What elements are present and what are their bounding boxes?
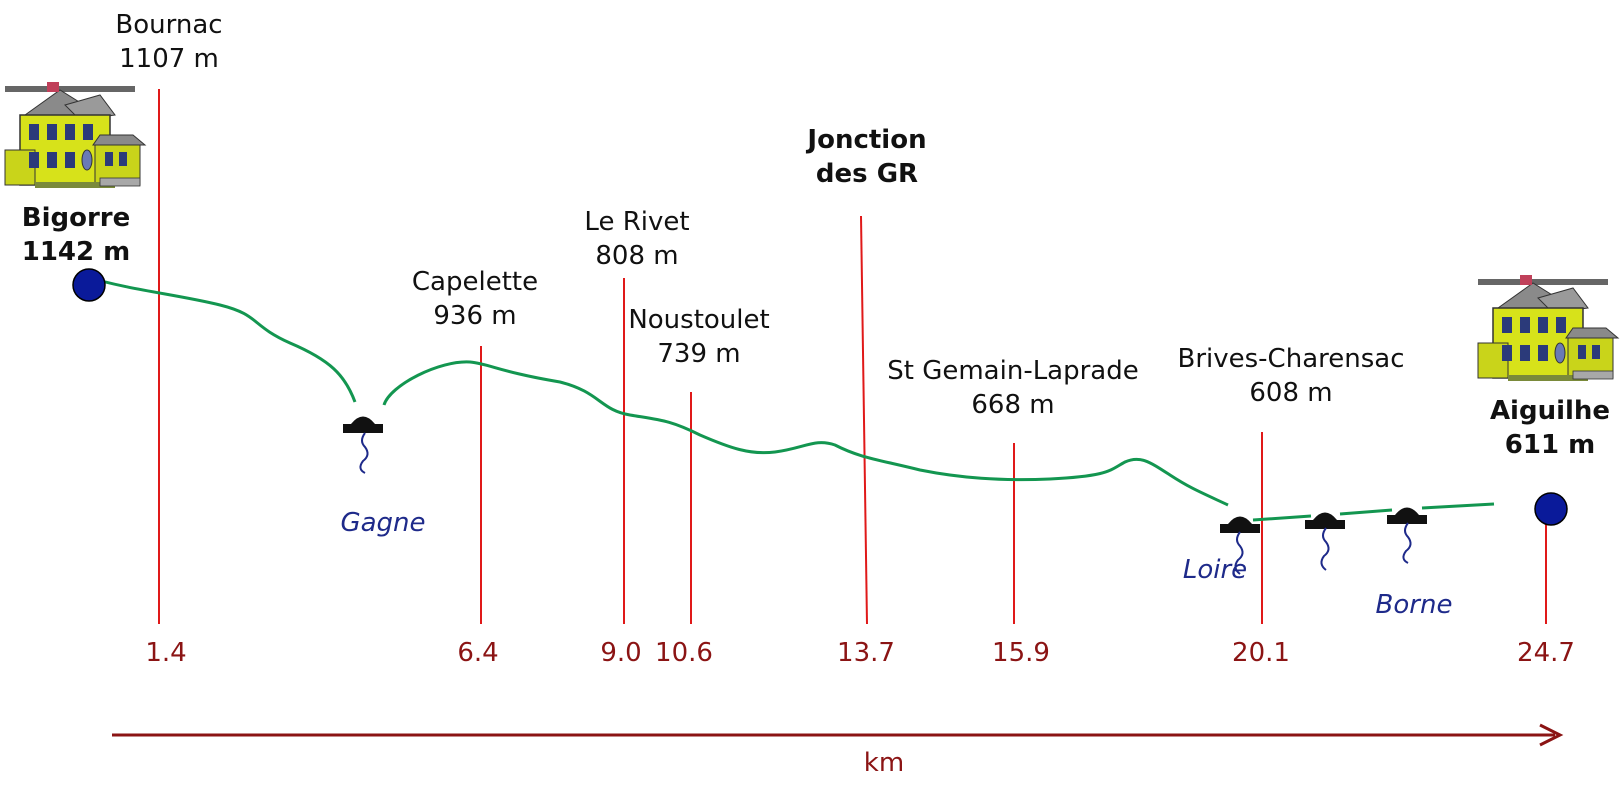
river-label-gagne: Gagne (340, 508, 426, 538)
bridge-icon (1305, 512, 1345, 571)
km-label: 1.4 (145, 638, 187, 668)
house-icon (4, 81, 146, 189)
place-label-le-rivet: Le Rivet 808 m (584, 207, 690, 271)
km-label: 15.9 (992, 638, 1050, 668)
km-marker-lines (158, 89, 1547, 625)
place-label-jonction: Jonction des GR (807, 125, 927, 189)
start-point (72, 268, 106, 302)
river-label-loire: Loire (1182, 555, 1248, 585)
km-label: 10.6 (655, 638, 713, 668)
place-label-aiguilhe: Aiguilhe 611 m (1489, 396, 1611, 460)
km-label: 9.0 (600, 638, 642, 668)
place-label-st-gemain: St Gemain-Laprade 668 m (887, 356, 1139, 420)
km-label: 24.7 (1517, 638, 1575, 668)
bridge-icon (1387, 507, 1427, 564)
place-label-brives: Brives-Charensac 608 m (1177, 344, 1405, 408)
place-label-noustoulet: Noustoulet 739 m (628, 305, 770, 369)
km-marker-line (860, 215, 868, 625)
km-label: 6.4 (457, 638, 499, 668)
km-label: 13.7 (837, 638, 895, 668)
end-point (1534, 492, 1568, 526)
river-label-borne: Borne (1375, 590, 1453, 620)
place-label-bigorre: Bigorre 1142 m (21, 203, 131, 267)
house-icon (1477, 274, 1619, 382)
place-label-bournac: Bournac 1107 m (115, 10, 223, 74)
km-axis-arrow (112, 723, 1564, 747)
bridge-icon (1220, 516, 1260, 575)
axis-unit-label: km (863, 748, 905, 778)
bridge-icon (343, 416, 383, 474)
km-label: 20.1 (1232, 638, 1290, 668)
place-label-capelette: Capelette 936 m (411, 267, 539, 331)
route-line (86, 275, 1495, 522)
